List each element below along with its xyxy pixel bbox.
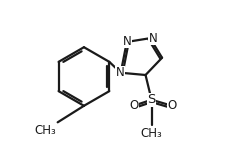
Text: N: N [149, 32, 157, 45]
Text: N: N [122, 35, 131, 48]
Text: S: S [147, 93, 156, 106]
Text: CH₃: CH₃ [141, 127, 162, 140]
Text: N: N [116, 66, 124, 79]
Text: O: O [167, 99, 176, 112]
Text: CH₃: CH₃ [34, 124, 56, 137]
Text: O: O [129, 99, 138, 112]
